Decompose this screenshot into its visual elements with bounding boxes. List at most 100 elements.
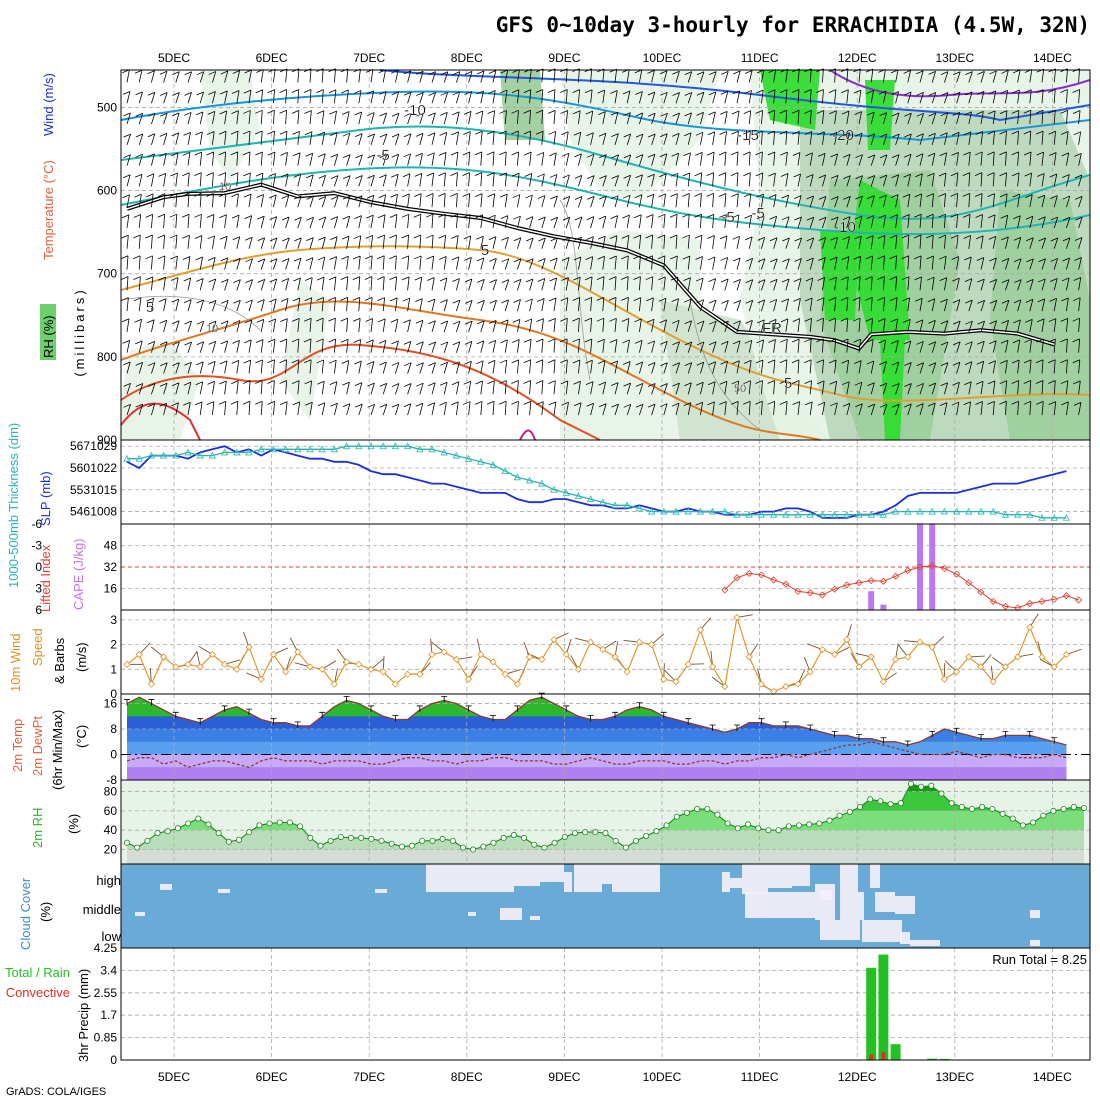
wind-barb [724, 341, 729, 353]
wind-barb [883, 175, 888, 187]
wind-barb [163, 362, 168, 374]
wind-barb-flag [294, 195, 302, 200]
wind-barb [212, 278, 217, 291]
wind-barb [773, 237, 778, 249]
wind-barb-flag [451, 131, 459, 136]
millibars-label: (millibars) [72, 287, 87, 376]
wind-barb [736, 320, 741, 333]
wind-barb-flag [731, 130, 739, 135]
wind-barb-flag [816, 338, 824, 343]
wind-barb-flag [317, 131, 325, 136]
wind-barb-flag [916, 383, 924, 387]
wind-barb-flag [536, 152, 544, 156]
wind-barb-flag [573, 380, 581, 385]
wind-barb-flag [560, 359, 568, 364]
wind-barb-flag [303, 89, 312, 93]
wind-barb [321, 216, 327, 229]
wind-barb-flag [719, 380, 728, 385]
wind-barb-flag [706, 172, 714, 177]
wind-barb [419, 92, 424, 104]
wind-barb [675, 193, 678, 208]
wind-barb [443, 71, 449, 83]
wind-barb [1005, 258, 1010, 270]
temp-minmax-tick [343, 695, 350, 703]
wind-barb [248, 258, 253, 270]
wind-barb-flag [268, 173, 276, 177]
precip-tick-label: 0 [110, 1053, 117, 1067]
wind-barb-flag [755, 400, 763, 405]
wind-barb-flag [1012, 193, 1020, 198]
wind-barb-flag [364, 276, 373, 280]
wind10m-marker [465, 675, 473, 683]
temp-minmax-tick [124, 699, 130, 706]
wind-barb-flag [854, 381, 862, 386]
wind-barb-flag [988, 90, 996, 95]
wind-barb-flag [133, 234, 141, 239]
wind-barb [248, 401, 251, 416]
wind-barb-flag [731, 380, 739, 385]
wind-barb [809, 237, 815, 249]
wind-barb [297, 257, 302, 270]
wind-barb [431, 152, 435, 166]
wind-barb-flag [597, 255, 605, 260]
wind10m-marker [269, 650, 277, 659]
wind-barb [419, 113, 424, 125]
wind-barb-flag [218, 401, 226, 405]
wind-barb [395, 154, 400, 166]
wind-barb [346, 133, 351, 145]
wind-barb [931, 133, 936, 145]
wind-barb-flag [608, 276, 617, 280]
thickness-marker [879, 510, 888, 518]
wind-barb [809, 297, 813, 312]
wind-barb [1066, 401, 1069, 416]
wind-barb-flag [804, 380, 812, 385]
wind-barb [517, 339, 520, 353]
wind-barb-flag [488, 214, 496, 219]
wind-barb [273, 278, 278, 291]
wind-barb-flag [1050, 195, 1058, 199]
wind10m-marker [660, 675, 668, 683]
wind-barb-flag [170, 255, 178, 260]
wind-barb [858, 90, 862, 104]
wind-barb [822, 110, 825, 125]
wind-barb [809, 195, 814, 208]
wind-barb-flag [878, 90, 887, 95]
wind-barb [919, 298, 923, 312]
wind-barb-flag [255, 339, 264, 343]
wind-barb-flag [694, 193, 702, 197]
wind-barb-flag [718, 151, 727, 156]
wind-barb-flag [818, 216, 827, 221]
wind-barb-flag [623, 133, 631, 138]
lifted-index-marker [953, 570, 961, 578]
top-date-label: 12DEC [838, 51, 877, 65]
wind-barb [199, 299, 205, 312]
wind-barb [944, 341, 949, 353]
wind-barb-flag [1062, 195, 1070, 200]
wind-barb-flag [133, 255, 141, 260]
cloud-cell [500, 908, 522, 920]
wind-barb-flag [611, 133, 619, 138]
wind-barb [1066, 257, 1070, 270]
wind-barb [334, 111, 337, 125]
wind-barb-flag [830, 402, 838, 407]
wind-barb [382, 154, 388, 166]
lifted-index-marker [818, 591, 826, 599]
wind-barb [395, 383, 400, 395]
wind-barb-flag [1038, 278, 1046, 283]
wind-barb-flag [744, 214, 752, 219]
rh2m-marker [826, 817, 833, 824]
wind-barb [151, 403, 156, 416]
wind-barb [175, 193, 178, 208]
wind-barb-flag [670, 193, 678, 197]
wind-barb [297, 401, 301, 416]
wind-barb [724, 172, 727, 187]
wind-barb [407, 383, 412, 395]
wind-barb-flag [926, 172, 935, 177]
wind-barb [626, 175, 631, 187]
bottom-date-label: 9DEC [548, 1070, 580, 1084]
wind-barb [1005, 110, 1008, 125]
wind-barb-flag [757, 279, 766, 283]
wind-barb-flag [499, 380, 507, 384]
wind-barb-flag [513, 237, 521, 242]
wind-barb [773, 279, 778, 291]
